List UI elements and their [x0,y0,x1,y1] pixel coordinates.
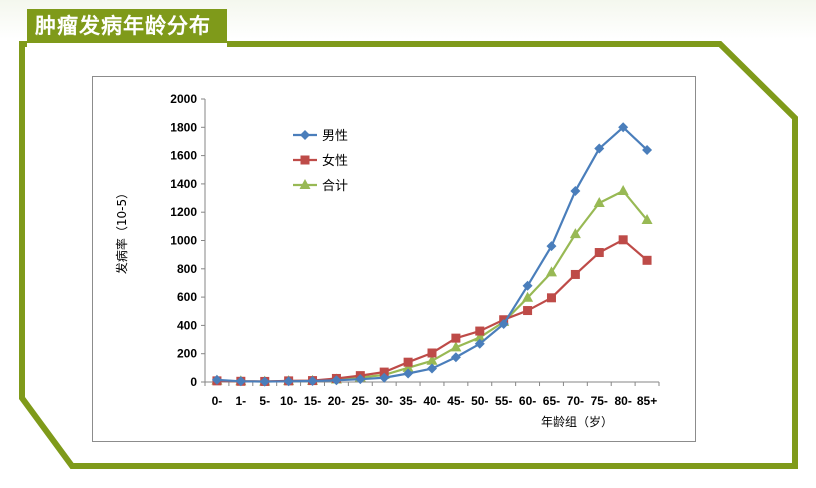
x-tick-label: 35- [399,394,416,408]
data-point [642,144,653,155]
x-tick-label: 40- [423,394,440,408]
data-point [523,306,533,316]
y-tick-label: 800 [177,262,197,276]
data-point [642,255,652,265]
legend-marker [299,179,311,189]
data-point [546,293,556,303]
data-point [498,318,509,329]
data-point [450,352,461,363]
data-point [569,228,581,239]
legend-marker [300,155,310,165]
x-tick-label: 45- [447,394,464,408]
data-point [379,367,389,377]
x-tick-label: 50- [471,394,488,408]
y-tick-label: 2000 [170,92,197,106]
x-tick-label: 5- [259,394,270,408]
page-title: 肿瘤发病年龄分布 [27,9,227,43]
x-tick-label: 55- [495,394,512,408]
data-point [403,368,414,379]
data-point [355,374,366,385]
data-point [475,326,485,336]
data-point [522,280,533,291]
chart-container: 0 200 400 600 800 1000 1200 1400 1600 1800 2000 0-… [92,76,696,442]
data-point [641,213,653,224]
x-tick-label: 1- [236,394,247,408]
x-tick-label: 0- [212,394,223,408]
y-axis: 0 200 400 600 800 1000 1200 1400 1600 1800 2000 [170,92,206,389]
y-tick-label: 200 [177,347,197,361]
x-tick-label: 80- [614,394,631,408]
x-axis: 0- 1- 5- 10- 15- 20- 25- 30- 35- 40- 45- 50- 55- 60- 6… [204,381,660,408]
x-tick-label: 15- [304,394,321,408]
x-tick-label: 70- [567,394,584,408]
x-tick-label: 75- [591,394,608,408]
y-axis-title: 发病率（10-5） [114,187,129,274]
y-tick-label: 1000 [170,234,197,248]
data-point [451,333,461,343]
legend-label: 合计 [322,179,348,194]
legend-label: 女性 [322,153,348,169]
x-tick-label: 85+ [637,394,657,408]
data-point [522,291,534,302]
y-tick-label: 1600 [170,149,197,163]
data-point [570,185,581,196]
data-point [594,248,604,258]
line-chart: 0 200 400 600 800 1000 1200 1400 1600 1800 2000 0-… [114,92,660,429]
y-tick-label: 1200 [170,205,197,219]
legend-label: 男性 [322,129,348,144]
data-point [593,197,605,208]
series-line [216,126,648,383]
data-point [618,122,629,133]
data-point [450,341,462,352]
data-point [307,376,318,387]
data-point [426,354,438,365]
data-point [545,266,557,277]
x-tick-label: 65- [543,394,560,408]
x-tick-label: 30- [376,394,393,408]
data-point [474,338,485,349]
data-point [331,375,342,386]
x-axis-title: 年龄组（岁） [541,414,613,429]
data-point [474,331,486,342]
series-male [211,122,653,387]
data-point [618,235,628,245]
data-point [211,374,222,385]
y-tick-label: 400 [177,318,197,332]
y-tick-label: 600 [177,290,197,304]
data-point [403,357,413,367]
y-tick-label: 1400 [170,177,197,191]
frame-outline [19,41,798,469]
y-tick-label: 1800 [170,120,197,134]
x-tick-label: 25- [352,394,369,408]
series-layer [211,122,653,387]
x-tick-label: 10- [280,394,297,408]
data-point [427,348,437,358]
data-point [427,363,437,374]
x-tick-label: 20- [328,394,345,408]
data-point [283,376,294,387]
data-point [570,269,580,279]
legend-marker [300,130,310,140]
data-point [546,241,557,252]
data-point [379,372,390,383]
data-point [402,361,414,372]
x-tick-label: 60- [519,394,536,408]
data-point [259,376,270,387]
data-point [594,143,605,154]
data-point [617,184,629,195]
data-point [235,376,246,387]
y-tick-label: 0 [190,375,197,389]
